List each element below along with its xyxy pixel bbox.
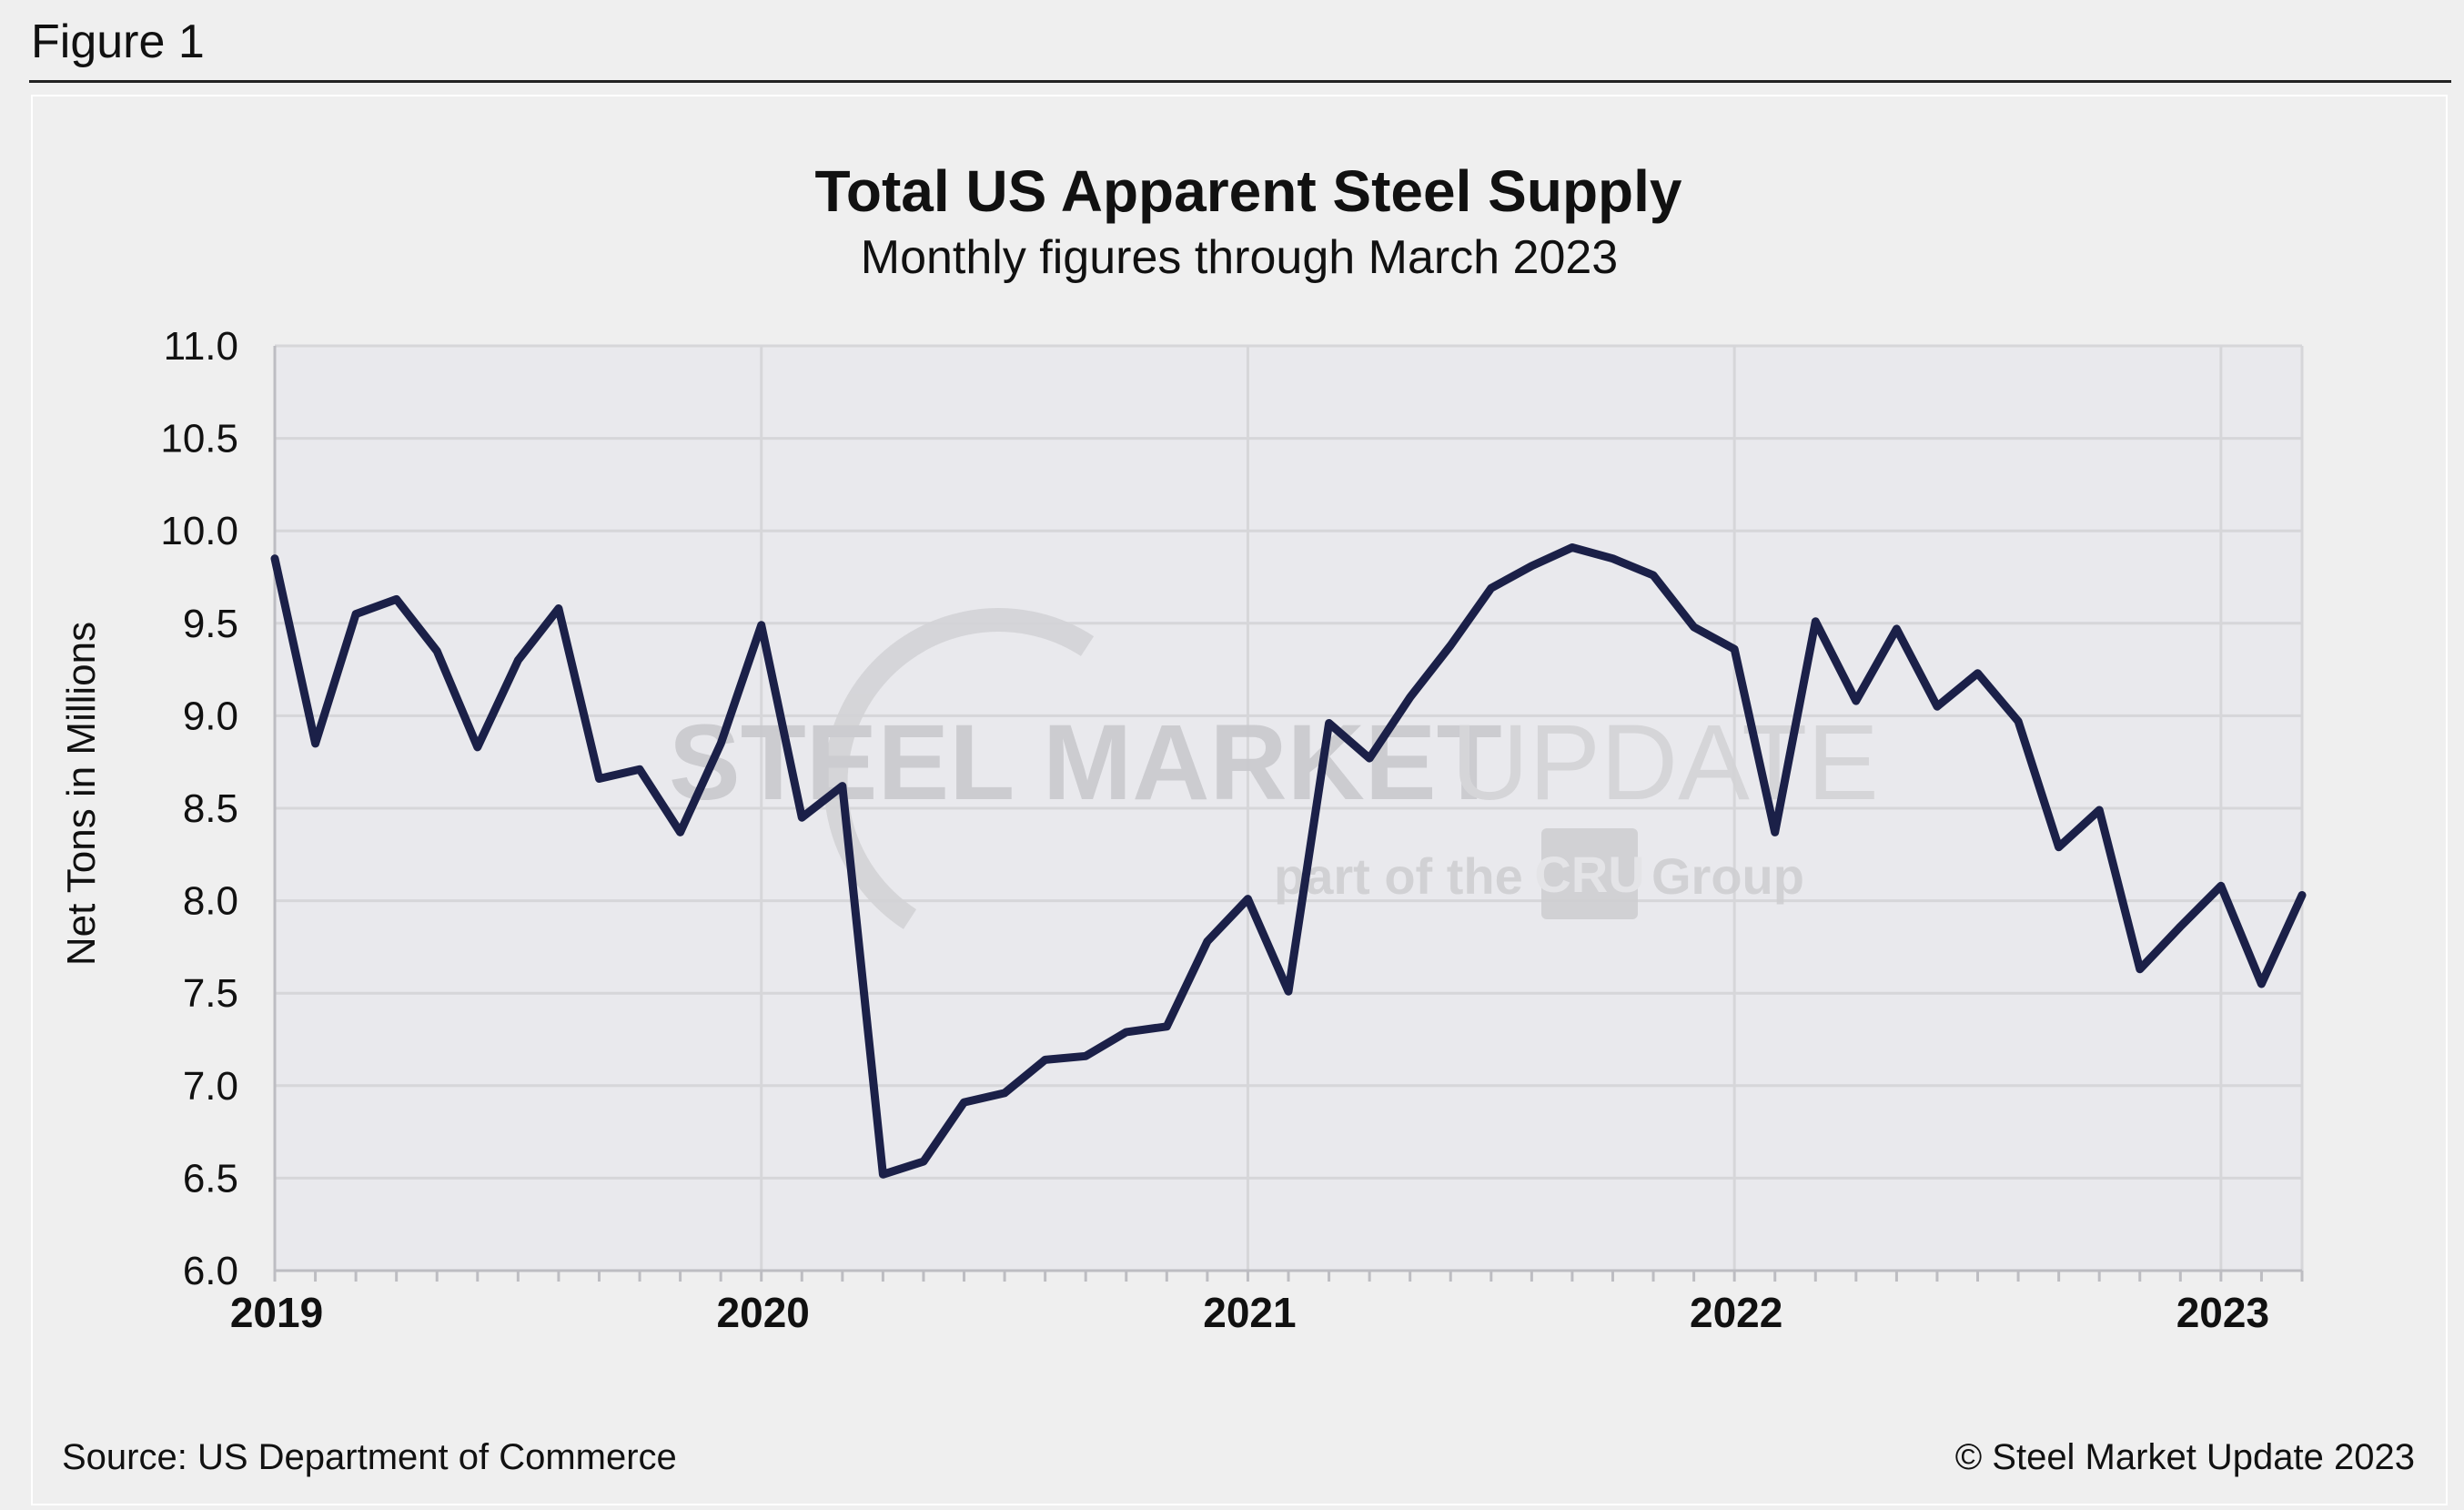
y-tick-label: 9.5	[183, 602, 238, 646]
y-tick-label: 7.5	[183, 971, 238, 1016]
source-note: Source: US Department of Commerce	[62, 1437, 677, 1477]
x-tick-label: 2023	[2176, 1289, 2269, 1336]
x-tick-label: 2019	[230, 1289, 323, 1336]
y-tick-label: 6.0	[183, 1249, 238, 1293]
watermark: STEEL MARKET UPDATE part of the CRU Grou…	[669, 608, 1879, 929]
watermark-tagline-start: part of the	[1274, 847, 1523, 905]
chart-frame	[31, 95, 2448, 1505]
watermark-brand-bold: STEEL MARKET	[669, 703, 1502, 823]
y-axis: 11.0 10.5 10.0 9.5 9.0 8.5 8.0 7.5 7.0 6.5 6.0	[160, 324, 277, 1293]
y-tick-label: 7.0	[183, 1064, 238, 1109]
watermark-arc	[823, 608, 1095, 929]
y-tick-label: 10.0	[160, 509, 238, 553]
y-tick-label: 6.5	[183, 1156, 238, 1201]
x-tick-label: 2021	[1203, 1289, 1296, 1336]
watermark-cru-text: CRU	[1534, 846, 1644, 903]
y-tick-label: 11.0	[164, 324, 238, 369]
x-tick-label: 2020	[717, 1289, 810, 1336]
copyright-note: © Steel Market Update 2023	[1955, 1437, 2415, 1477]
figure-label: Figure 1	[31, 15, 205, 68]
y-tick-label: 9.0	[183, 694, 238, 738]
header-divider	[29, 80, 2451, 83]
y-tick-label: 8.5	[183, 786, 238, 831]
grid	[275, 344, 2304, 1272]
watermark-tagline-end: Group	[1651, 847, 1804, 905]
x-axis: 2019 2020 2021 2022 2023	[230, 1269, 2304, 1336]
watermark-brand-light: UPDATE	[1451, 703, 1879, 823]
chart-title: Total US Apparent Steel Supply	[815, 158, 1682, 224]
chart-subtitle: Monthly figures through March 2023	[861, 231, 1618, 284]
watermark-cru-logo	[1541, 828, 1638, 919]
y-tick-label: 8.0	[183, 879, 238, 924]
y-tick-label: 10.5	[160, 417, 238, 461]
y-axis-label: Net Tons in Millions	[59, 622, 104, 966]
x-tick-label: 2022	[1690, 1289, 1782, 1336]
data-points	[274, 547, 2303, 1175]
